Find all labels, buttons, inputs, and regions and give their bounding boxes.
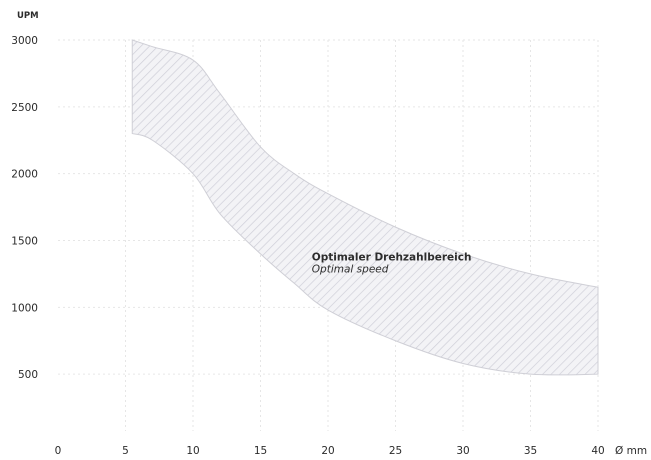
- x-tick-label: 10: [186, 445, 199, 457]
- annotation-label-de: Optimaler Drehzahlbereich: [312, 252, 472, 264]
- x-tick-label: 0: [55, 445, 62, 457]
- x-tick-label: 5: [122, 445, 129, 457]
- y-tick-label: 3000: [11, 35, 38, 47]
- y-axis-title: UPM: [17, 11, 39, 21]
- x-axis-unit: Ø mm: [615, 445, 647, 457]
- x-tick-label: 25: [389, 445, 402, 457]
- y-tick-label: 1500: [11, 236, 38, 248]
- tick-layer: 0 5 10 15 20 25 30 35 40 500 1000 1500 2000 2500 3000: [11, 35, 604, 457]
- x-tick-label: 35: [524, 445, 537, 457]
- annotation-label-en: Optimal speed: [312, 264, 389, 276]
- y-tick-label: 500: [18, 369, 38, 381]
- speed-band-area: [131, 39, 599, 376]
- band-layer: [131, 39, 599, 376]
- y-tick-label: 2000: [11, 169, 38, 181]
- x-tick-label: 40: [591, 445, 604, 457]
- x-tick-label: 15: [254, 445, 267, 457]
- y-tick-label: 2500: [11, 102, 38, 114]
- x-tick-label: 30: [456, 445, 469, 457]
- y-tick-label: 1000: [11, 302, 38, 314]
- x-tick-label: 20: [321, 445, 334, 457]
